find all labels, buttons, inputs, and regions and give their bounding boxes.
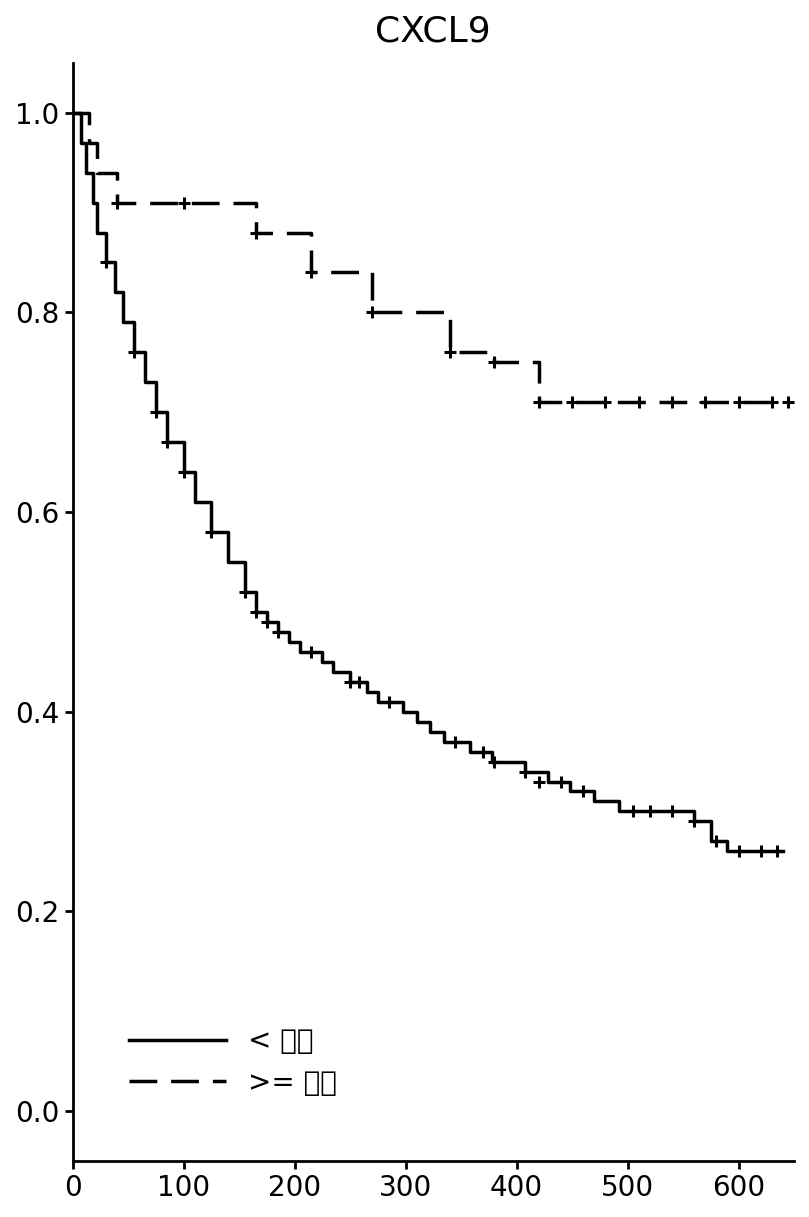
Legend: < 分割, >= 分割: < 分割, >= 分割 (101, 999, 365, 1125)
Title: CXCL9: CXCL9 (375, 15, 491, 49)
